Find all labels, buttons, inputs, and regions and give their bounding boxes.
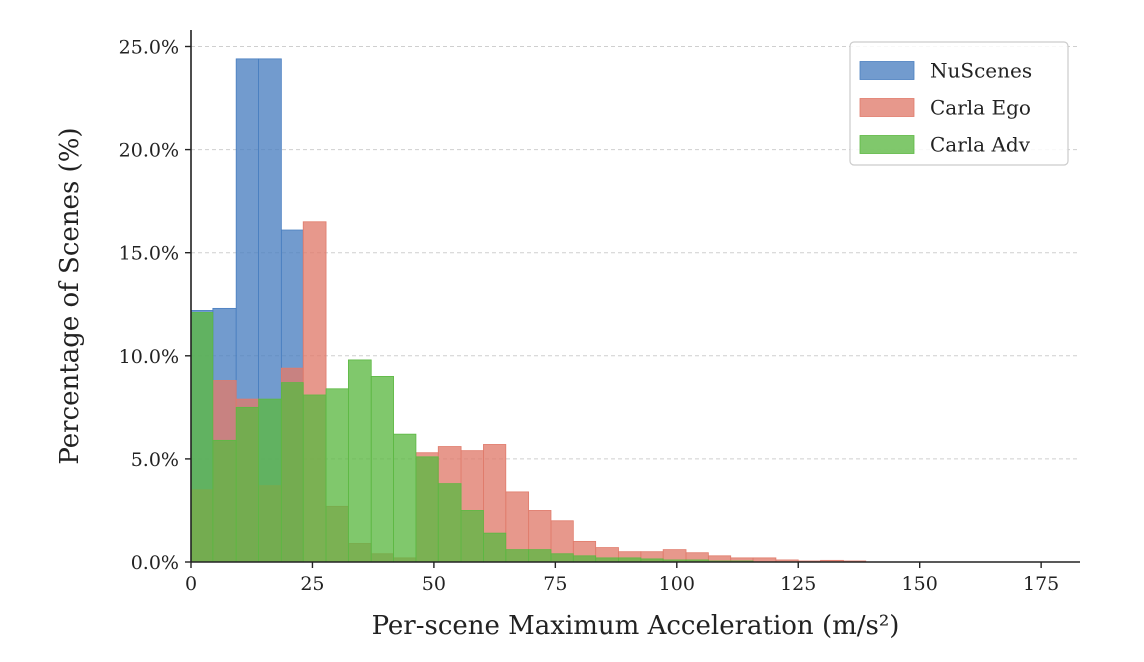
legend-label-carla-ego: Carla Ego [930, 96, 1031, 120]
legend-swatch-carla-ego [859, 98, 915, 117]
bar-carla-adv-9 [393, 433, 417, 563]
x-axis-label: Per-scene Maximum Acceleration (m/s²) [372, 611, 900, 641]
y-tick-label-3: 15.0% [119, 243, 179, 265]
bar-carla-adv-7 [347, 359, 372, 563]
legend: NuScenes Carla Ego Carla Adv [849, 41, 1069, 166]
x-tick-label-6: 150 [902, 573, 938, 595]
x-ticks: 0 25 50 75 100 125 150 175 [185, 562, 1059, 595]
y-ticks: 0.0% 5.0% 10.0% 15.0% 20.0% 25.0% [119, 36, 191, 574]
bar-carla-adv-6 [325, 388, 349, 563]
bar-carla-adv-10 [415, 456, 439, 563]
legend-label-carla-adv: Carla Adv [930, 133, 1031, 157]
x-tick-label-3: 75 [543, 573, 567, 595]
legend-label-nuscenes: NuScenes [930, 59, 1032, 83]
bar-carla-adv-15 [528, 549, 552, 563]
bar-carla-adv-8 [370, 376, 394, 563]
x-tick-label-7: 175 [1023, 573, 1059, 595]
legend-swatch-nuscenes [859, 61, 915, 80]
bar-carla-adv-12 [460, 510, 484, 563]
x-tick-label-4: 100 [659, 573, 695, 595]
bar-carla-adv-3 [258, 398, 282, 563]
x-tick-label-2: 50 [422, 573, 446, 595]
x-tick-label-5: 125 [780, 573, 816, 595]
bar-carla-adv-11 [437, 483, 462, 563]
bar-carla-adv-17 [572, 555, 597, 563]
bar-carla-adv-4 [280, 382, 304, 563]
y-tick-label-0: 0.0% [131, 552, 179, 574]
axes [190, 30, 1080, 563]
bar-carla-adv-1 [212, 439, 237, 563]
legend-swatch-carla-adv [859, 135, 915, 154]
y-tick-label-2: 10.0% [119, 346, 179, 368]
bar-carla-adv-0 [190, 312, 214, 563]
x-tick-label-1: 25 [300, 573, 324, 595]
x-tick-label-0: 0 [185, 573, 197, 595]
y-tick-label-1: 5.0% [131, 449, 179, 471]
histogram-bars [190, 58, 867, 563]
bar-carla-adv-14 [505, 549, 530, 563]
bar-carla-adv-13 [483, 532, 507, 563]
bar-carla-adv-5 [302, 394, 327, 563]
bar-carla-adv-2 [235, 406, 259, 563]
bar-carla-adv-16 [550, 553, 574, 563]
y-tick-label-4: 20.0% [119, 140, 179, 162]
y-tick-label-5: 25.0% [119, 36, 179, 58]
y-axis-label: Percentage of Scenes (%) [55, 127, 85, 464]
